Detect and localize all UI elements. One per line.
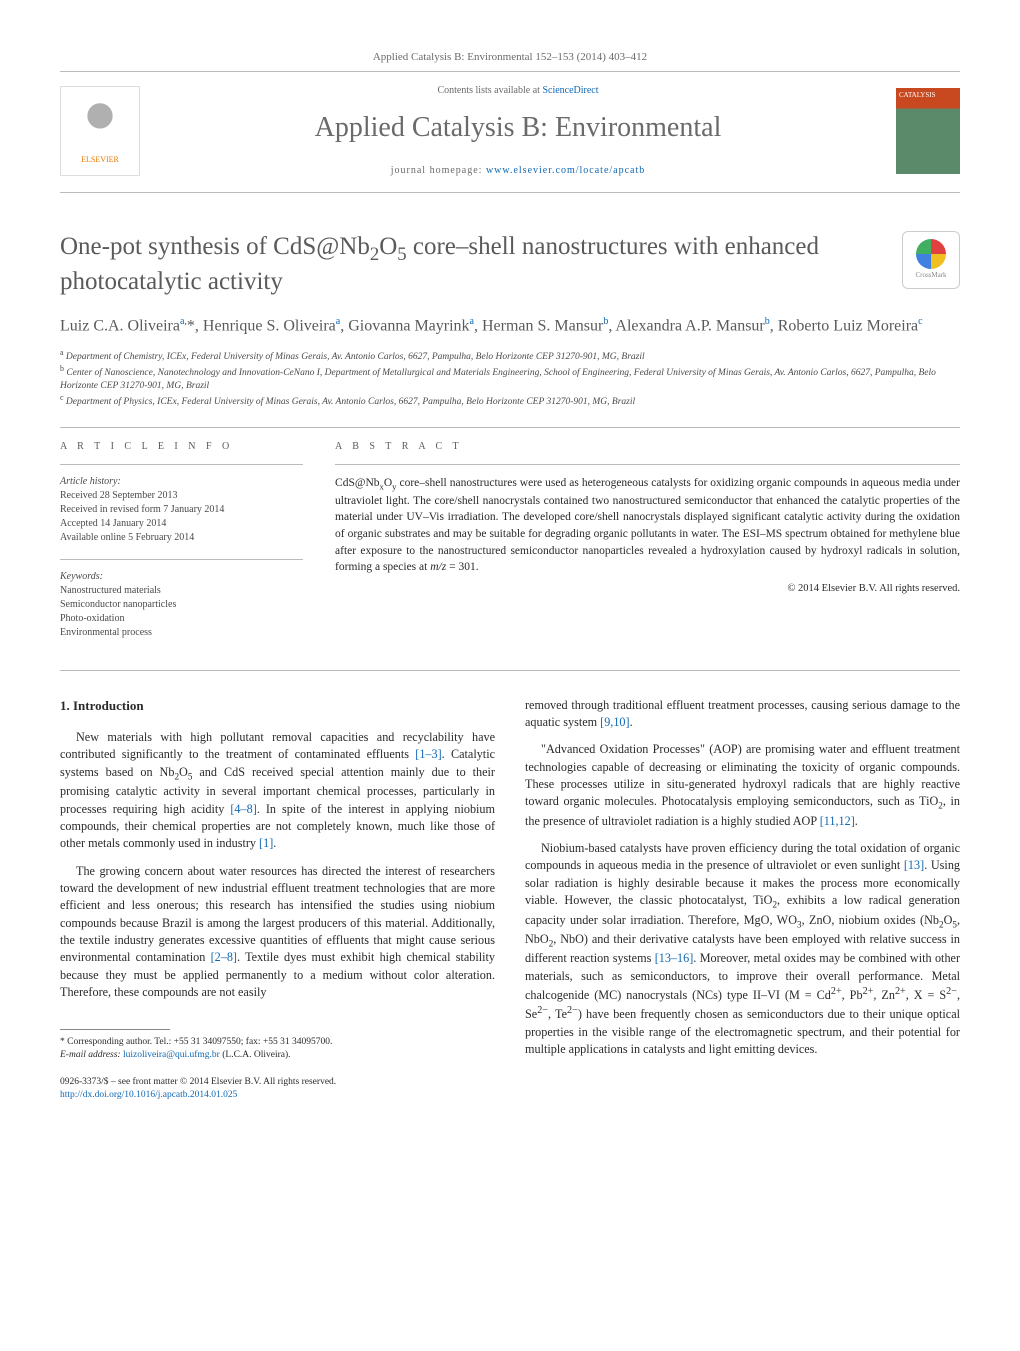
doi-link[interactable]: http://dx.doi.org/10.1016/j.apcatb.2014.…	[60, 1090, 237, 1100]
history-label: Article history:	[60, 475, 303, 489]
sciencedirect-link[interactable]: ScienceDirect	[542, 85, 598, 96]
footnote-separator	[60, 1029, 170, 1030]
abstract-column: a b s t r a c t CdS@NbxOy core–shell nan…	[335, 440, 960, 654]
keyword-line: Semiconductor nanoparticles	[60, 598, 303, 612]
affiliation-line: c Department of Physics, ICEx, Federal U…	[60, 393, 960, 409]
crossmark-badge[interactable]: CrossMark	[902, 231, 960, 289]
elsevier-label: ELSEVIER	[81, 154, 119, 165]
keywords-block: Keywords: Nanostructured materialsSemico…	[60, 570, 303, 640]
affiliation-line: b Center of Nanoscience, Nanotechnology …	[60, 364, 960, 393]
corr-email-link[interactable]: luizoliveira@qui.ufmg.br	[123, 1050, 220, 1060]
history-line: Received in revised form 7 January 2014	[60, 503, 303, 517]
body-paragraph: removed through traditional effluent tre…	[525, 697, 960, 732]
elsevier-tree-icon	[78, 97, 122, 151]
elsevier-logo: ELSEVIER	[60, 86, 140, 176]
corr-email-line: E-mail address: luizoliveira@qui.ufmg.br…	[60, 1049, 495, 1062]
journal-ref-top: Applied Catalysis B: Environmental 152–1…	[60, 50, 960, 65]
authors-list: Luiz C.A. Oliveiraa,*, Henrique S. Olive…	[60, 315, 960, 338]
crossmark-label: CrossMark	[915, 271, 946, 281]
keyword-line: Environmental process	[60, 626, 303, 640]
journal-name: Applied Catalysis B: Environmental	[140, 108, 896, 147]
doi-block: 0926-3373/$ – see front matter © 2014 El…	[60, 1076, 495, 1102]
history-line: Available online 5 February 2014	[60, 531, 303, 545]
divider	[60, 670, 960, 671]
article-info-heading: a r t i c l e i n f o	[60, 440, 303, 454]
keywords-label: Keywords:	[60, 570, 303, 584]
body-paragraph: "Advanced Oxidation Processes" (AOP) are…	[525, 741, 960, 830]
issn-line: 0926-3373/$ – see front matter © 2014 El…	[60, 1076, 495, 1089]
corresponding-author-note: * Corresponding author. Tel.: +55 31 340…	[60, 1036, 495, 1062]
section-heading: 1. Introduction	[60, 697, 495, 715]
journal-header: ELSEVIER Contents lists available at Sci…	[60, 71, 960, 192]
divider	[60, 559, 303, 560]
abstract-text: CdS@NbxOy core–shell nanostructures were…	[335, 475, 960, 576]
affiliation-line: a Department of Chemistry, ICEx, Federal…	[60, 348, 960, 364]
journal-homepage-line: journal homepage: www.elsevier.com/locat…	[140, 164, 896, 178]
divider	[60, 427, 960, 428]
history-line: Received 28 September 2013	[60, 489, 303, 503]
journal-cover-thumb: CATALYSIS	[896, 88, 960, 174]
article-info-column: a r t i c l e i n f o Article history: R…	[60, 440, 303, 654]
body-columns: 1. Introduction New materials with high …	[60, 697, 960, 1102]
body-paragraph: Niobium-based catalysts have proven effi…	[525, 840, 960, 1058]
header-center: Contents lists available at ScienceDirec…	[140, 84, 896, 177]
body-paragraph: The growing concern about water resource…	[60, 863, 495, 1002]
keyword-line: Nanostructured materials	[60, 584, 303, 598]
divider	[335, 464, 960, 465]
keyword-line: Photo-oxidation	[60, 612, 303, 626]
journal-ref-link[interactable]: Applied Catalysis B: Environmental	[373, 51, 533, 63]
journal-homepage-link[interactable]: www.elsevier.com/locate/apcatb	[486, 165, 645, 176]
abstract-copyright: © 2014 Elsevier B.V. All rights reserved…	[335, 582, 960, 597]
paper-title: One-pot synthesis of CdS@Nb2O5 core–shel…	[60, 231, 886, 298]
affiliations: a Department of Chemistry, ICEx, Federal…	[60, 348, 960, 409]
history-line: Accepted 14 January 2014	[60, 517, 303, 531]
contents-line: Contents lists available at ScienceDirec…	[140, 84, 896, 98]
corr-line1: * Corresponding author. Tel.: +55 31 340…	[60, 1036, 495, 1049]
divider	[60, 464, 303, 465]
left-column: 1. Introduction New materials with high …	[60, 697, 495, 1102]
abstract-heading: a b s t r a c t	[335, 440, 960, 454]
crossmark-icon	[916, 239, 946, 269]
right-column: removed through traditional effluent tre…	[525, 697, 960, 1102]
article-history: Article history: Received 28 September 2…	[60, 475, 303, 545]
body-paragraph: New materials with high pollutant remova…	[60, 729, 495, 852]
